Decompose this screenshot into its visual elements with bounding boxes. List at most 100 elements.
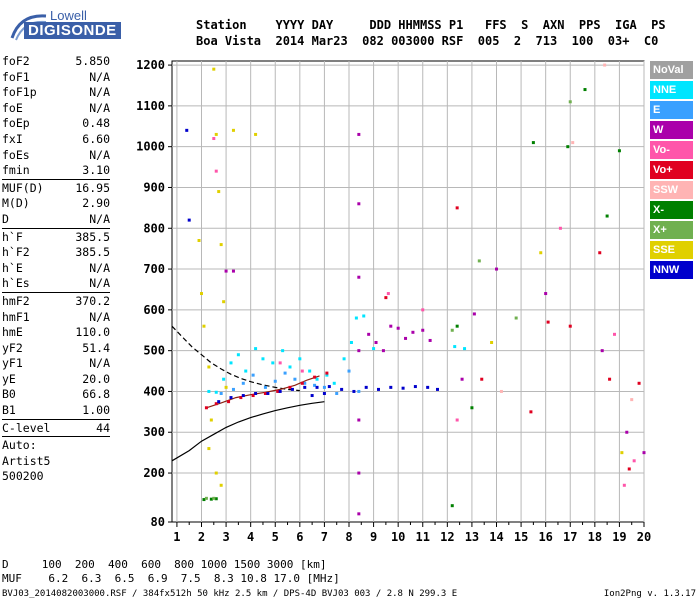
data-point xyxy=(389,324,393,328)
data-point xyxy=(401,386,405,390)
profile-solid xyxy=(171,401,325,462)
data-point xyxy=(241,381,245,385)
data-point xyxy=(241,394,245,398)
data-point xyxy=(642,451,646,455)
param-row: M(D) 2.90 xyxy=(2,196,110,212)
param-row: foF2 5.850 xyxy=(2,54,110,70)
data-point xyxy=(558,226,562,230)
param-row: yF1 N/A xyxy=(2,356,110,372)
param-label: h`Es xyxy=(2,276,30,291)
param-label: h`F xyxy=(2,229,23,244)
data-point xyxy=(209,418,213,422)
data-point xyxy=(315,377,319,381)
data-point xyxy=(254,132,258,136)
param-label: foF2 xyxy=(2,54,30,68)
y-tick-label: 400 xyxy=(143,384,165,398)
param-value: N/A xyxy=(89,356,110,371)
data-point xyxy=(219,483,223,487)
data-point xyxy=(313,375,317,379)
data-point xyxy=(273,379,277,383)
x-tick-label: 7 xyxy=(321,530,328,544)
param-row: h`E N/A xyxy=(2,261,110,277)
param-row: hmF1 N/A xyxy=(2,310,110,326)
param-row: fmin 3.10 xyxy=(2,163,110,179)
data-point xyxy=(207,389,211,393)
data-point xyxy=(514,316,518,320)
x-tick-label: 4 xyxy=(247,530,254,544)
param-label: yF1 xyxy=(2,356,23,371)
data-point xyxy=(298,357,302,361)
data-point xyxy=(281,349,285,353)
data-point xyxy=(544,292,548,296)
param-value: 44 xyxy=(96,420,110,435)
param-label: h`E xyxy=(2,260,23,275)
digisonde-logo: Lowell DIGISONDE xyxy=(8,8,128,44)
series-nne xyxy=(207,314,467,394)
data-point xyxy=(217,190,221,194)
data-point xyxy=(310,394,314,398)
x-tick-label: 11 xyxy=(416,530,430,544)
parameters-panel: foF2 5.850 foF1 N/A foF1p N/A foE N/A foEp 0.… xyxy=(2,54,110,485)
param-label: fmin xyxy=(2,163,30,178)
y-tick-label: 200 xyxy=(143,466,165,480)
data-point xyxy=(263,391,267,395)
data-point xyxy=(472,312,476,316)
param-row: foEp 0.48 xyxy=(2,116,110,132)
data-point xyxy=(357,418,361,422)
data-point xyxy=(566,145,570,149)
data-point xyxy=(278,361,282,365)
param-value: 2.90 xyxy=(82,196,110,211)
data-point xyxy=(455,206,459,210)
data-point xyxy=(236,353,240,357)
data-point xyxy=(377,387,380,391)
param-row: C-level 44 xyxy=(2,421,110,437)
data-point xyxy=(367,332,371,336)
data-point xyxy=(477,259,481,263)
param-row: h`Es N/A xyxy=(2,276,110,292)
data-point xyxy=(453,345,457,349)
data-point xyxy=(396,326,400,330)
param-row: h`F 385.5 xyxy=(2,230,110,246)
param-value: N/A xyxy=(89,69,110,84)
data-point xyxy=(622,483,626,487)
data-point xyxy=(313,383,317,387)
data-point xyxy=(204,406,208,410)
data-point xyxy=(214,132,218,136)
data-point xyxy=(322,391,326,395)
data-point xyxy=(357,389,361,393)
data-point xyxy=(386,292,390,296)
param-label: h`F2 xyxy=(2,245,30,260)
divider xyxy=(2,436,110,438)
param-value: 110.0 xyxy=(75,325,110,340)
data-point xyxy=(261,357,265,361)
data-point xyxy=(263,385,267,389)
x-tick-label: 20 xyxy=(637,530,651,544)
data-point xyxy=(185,128,189,132)
data-point xyxy=(254,391,258,395)
x-tick-label: 16 xyxy=(538,530,552,544)
data-point xyxy=(231,128,235,132)
x-axis: 1 2 3 4 5 6 7 8 9 10 11 12 13 14 15 16 17 18 19 20 xyxy=(173,522,651,544)
param-label: hmF1 xyxy=(2,309,30,324)
header-labels: Station YYYY DAY DDD HHMMSS P1 FFS S AXN… xyxy=(196,18,666,32)
data-point xyxy=(303,381,307,385)
param-value: 5.850 xyxy=(75,54,110,68)
legend-item: W xyxy=(650,121,693,139)
data-point xyxy=(231,269,235,273)
legend-item: SSW xyxy=(650,181,693,199)
data-point xyxy=(325,371,329,375)
legend-item: E xyxy=(650,101,693,119)
data-point xyxy=(276,389,280,393)
data-point xyxy=(603,63,607,67)
param-label: MUF(D) xyxy=(2,180,44,195)
y-tick-label: 500 xyxy=(143,344,165,358)
data-point xyxy=(531,141,535,145)
param-label: foEp xyxy=(2,116,30,131)
data-point xyxy=(303,385,307,389)
x-tick-label: 13 xyxy=(465,530,479,544)
y-axis: 80 200 300 400 500 600 700 800 900 1000 1100 1200 xyxy=(136,58,172,529)
y-tick-label: 300 xyxy=(143,425,165,439)
logo-text-digisonde: DIGISONDE xyxy=(24,22,121,39)
data-point xyxy=(231,387,235,391)
data-point xyxy=(632,459,636,463)
